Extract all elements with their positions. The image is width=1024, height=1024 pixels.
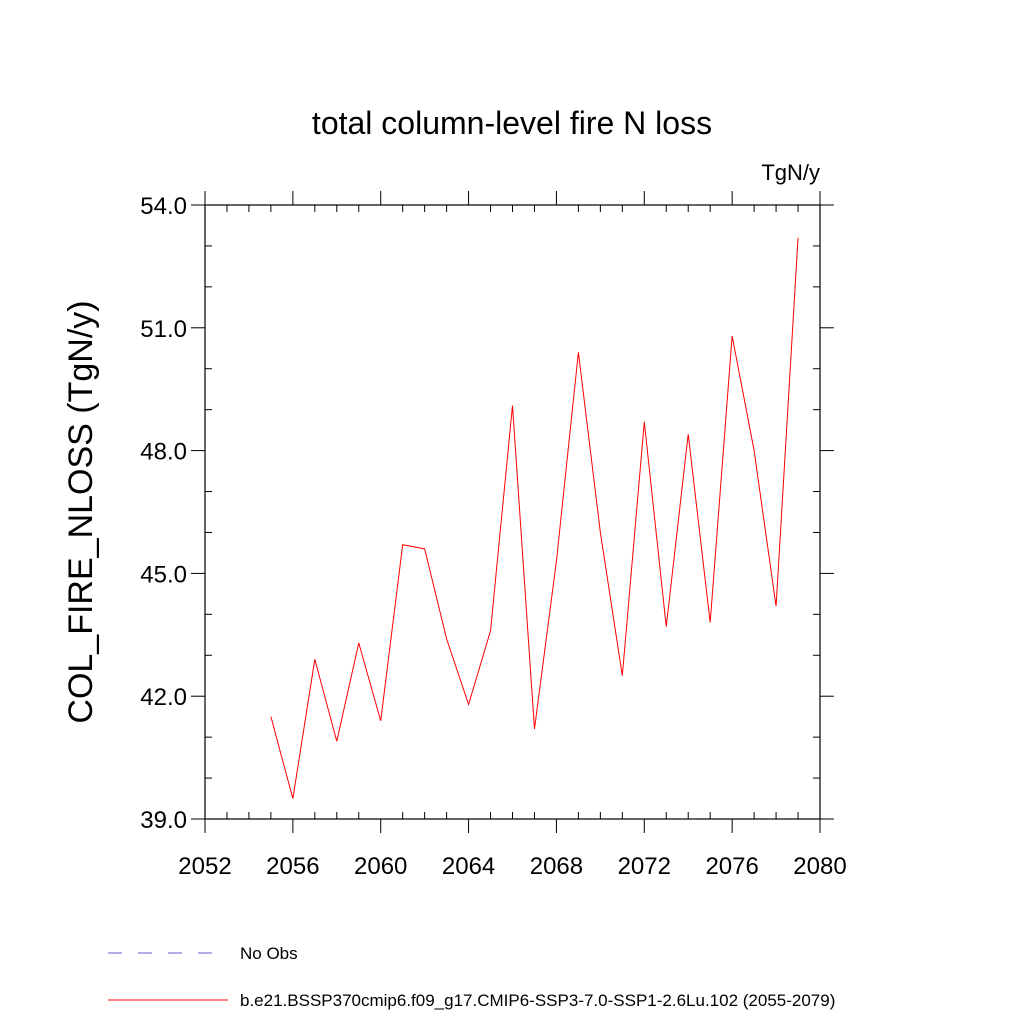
y-tick-label: 42.0 bbox=[140, 684, 187, 711]
legend-label-model: b.e21.BSSP370cmip6.f09_g17.CMIP6-SSP3-7.… bbox=[240, 991, 835, 1010]
x-tick-label: 2068 bbox=[530, 853, 583, 880]
series-line bbox=[270, 237, 799, 799]
y-tick-label: 48.0 bbox=[140, 439, 187, 466]
x-tick-label: 2076 bbox=[705, 853, 758, 880]
x-tick-label: 2072 bbox=[618, 853, 671, 880]
y-tick-label: 51.0 bbox=[140, 316, 187, 343]
units-label: TgN/y bbox=[761, 160, 820, 185]
axis-ticks bbox=[191, 191, 834, 833]
series-layer bbox=[270, 237, 799, 799]
x-tick-label: 2064 bbox=[442, 853, 495, 880]
y-tick-label: 39.0 bbox=[140, 807, 187, 834]
x-tick-label: 2056 bbox=[266, 853, 319, 880]
legend-label-no-obs: No Obs bbox=[240, 944, 298, 963]
tick-labels: 2052 2056 2060 2064 2068 2072 2076 2080 39.0 42.0… bbox=[140, 193, 846, 880]
x-tick-label: 2052 bbox=[178, 853, 231, 880]
y-tick-label: 54.0 bbox=[140, 193, 187, 220]
legend: No Obs b.e21.BSSP370cmip6.f09_g17.CMIP6-… bbox=[108, 944, 835, 1010]
chart-title: total column-level fire N loss bbox=[312, 105, 712, 141]
plot-frame bbox=[204, 204, 821, 820]
x-tick-label: 2080 bbox=[793, 853, 846, 880]
x-tick-label: 2060 bbox=[354, 853, 407, 880]
y-axis-label: COL_FIRE_NLOSS (TgN/y) bbox=[62, 300, 100, 723]
y-tick-label: 45.0 bbox=[140, 561, 187, 588]
